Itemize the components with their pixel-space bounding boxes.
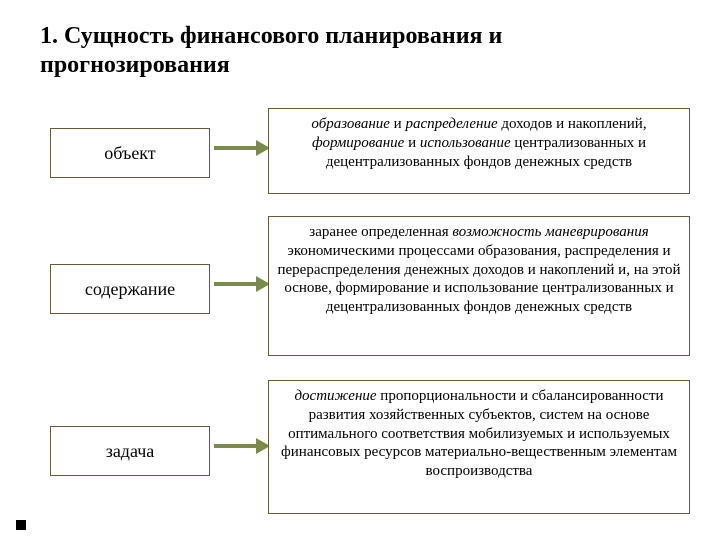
label-box: задача (50, 426, 210, 476)
description-box: заранее определенная возможность маневри… (268, 216, 690, 356)
page-title: 1. Сущность финансового планирования и п… (40, 22, 680, 80)
label-box: содержание (50, 264, 210, 314)
slide-bullet (16, 520, 26, 530)
label-box: объект (50, 128, 210, 178)
description-box: достижение пропорциональности и сбаланси… (268, 380, 690, 514)
description-box: образование и распределение доходов и на… (268, 108, 690, 194)
